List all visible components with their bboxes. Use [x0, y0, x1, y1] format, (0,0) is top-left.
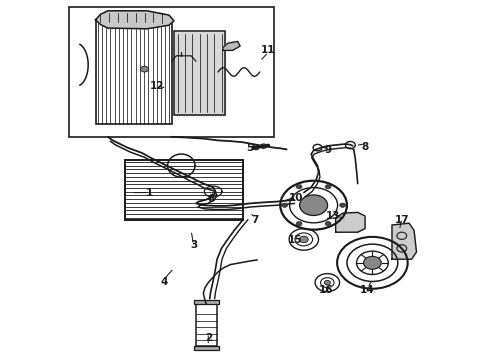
Bar: [174, 31, 225, 115]
Text: 8: 8: [362, 142, 368, 152]
Text: 7: 7: [251, 215, 259, 225]
Text: 13: 13: [326, 211, 341, 221]
Bar: [194, 300, 219, 304]
Circle shape: [282, 203, 288, 207]
Bar: [96, 20, 172, 124]
Circle shape: [296, 221, 302, 226]
Text: 5: 5: [246, 143, 253, 153]
Bar: [125, 160, 243, 220]
Polygon shape: [336, 212, 365, 232]
Text: 6: 6: [207, 194, 214, 204]
Circle shape: [340, 203, 345, 207]
Circle shape: [325, 185, 331, 189]
Circle shape: [296, 185, 302, 189]
Circle shape: [141, 66, 148, 72]
Text: 14: 14: [360, 285, 375, 295]
Bar: [69, 7, 274, 137]
Circle shape: [364, 256, 381, 269]
Bar: [196, 304, 217, 346]
Bar: [194, 346, 219, 350]
Text: 3: 3: [190, 240, 197, 250]
Text: 2: 2: [205, 333, 212, 343]
Polygon shape: [223, 41, 240, 50]
Text: 12: 12: [149, 81, 164, 91]
Circle shape: [299, 195, 328, 216]
Polygon shape: [392, 223, 416, 259]
Text: 17: 17: [394, 215, 409, 225]
Text: 11: 11: [261, 45, 276, 55]
Circle shape: [299, 236, 308, 243]
Text: 10: 10: [289, 193, 304, 203]
Polygon shape: [96, 11, 174, 29]
Circle shape: [324, 280, 330, 285]
Polygon shape: [174, 31, 225, 115]
Text: 16: 16: [318, 285, 333, 295]
Text: 4: 4: [160, 276, 168, 287]
Text: 15: 15: [288, 235, 302, 246]
Circle shape: [325, 221, 331, 226]
Text: 9: 9: [325, 145, 332, 156]
Text: 1: 1: [146, 188, 153, 198]
